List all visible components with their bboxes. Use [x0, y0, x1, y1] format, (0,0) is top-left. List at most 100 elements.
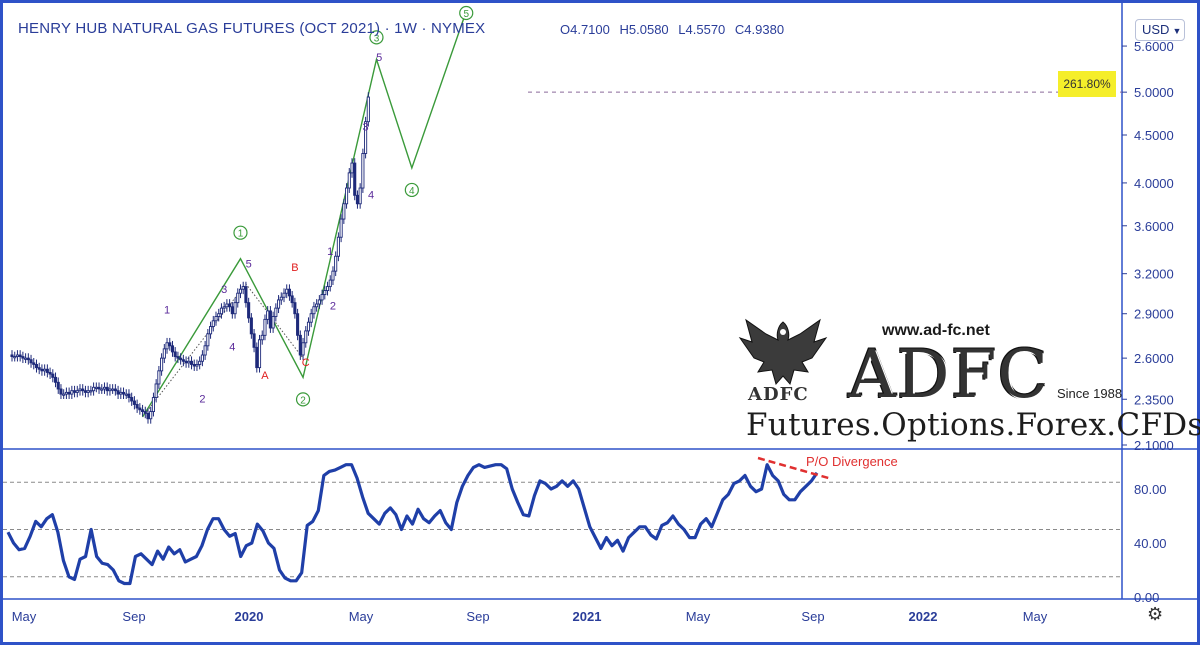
- oscillator-tick-label: 80.00: [1134, 482, 1167, 497]
- wave-circle-marker: [459, 5, 474, 21]
- candle-body: [189, 360, 194, 365]
- candle: [320, 289, 324, 305]
- price-tick-label: 4.5000: [1134, 128, 1174, 143]
- axis-layer: 2.1000 2.3500 2.6000 2.9000 3.2000 3.6000 4.00…: [12, 39, 1174, 624]
- candle: [149, 406, 153, 424]
- candle: [366, 92, 370, 127]
- candle: [228, 299, 232, 312]
- candle: [26, 353, 30, 365]
- candle-body: [121, 391, 126, 395]
- candle: [184, 356, 188, 368]
- candle: [157, 365, 161, 389]
- candle-body: [86, 390, 90, 393]
- currency-label: USD: [1142, 22, 1170, 37]
- ohlc-high: H5.0580: [619, 22, 669, 37]
- wave-corrective-label: B: [291, 262, 298, 274]
- grid-layer: [3, 3, 1197, 600]
- candle-body: [116, 390, 120, 395]
- candle: [317, 295, 321, 309]
- gear-icon[interactable]: ⚙: [1147, 604, 1164, 624]
- candle-body: [187, 360, 191, 364]
- candle-body: [195, 363, 199, 367]
- candle-body: [266, 310, 270, 320]
- candle: [116, 385, 120, 400]
- candle-body: [203, 345, 207, 356]
- candle-body: [192, 363, 196, 367]
- candle: [146, 408, 150, 424]
- candle-body: [141, 409, 145, 413]
- candle-body: [320, 294, 324, 301]
- ohlc-low: L4.5570: [678, 22, 726, 37]
- time-tick-label: Sep: [801, 609, 824, 624]
- candle: [331, 266, 335, 285]
- candle: [73, 385, 77, 398]
- wave-corrective-label: C: [302, 357, 310, 369]
- candle: [15, 350, 19, 362]
- candle: [21, 351, 25, 364]
- candle-body: [282, 292, 286, 298]
- candle-body: [160, 357, 164, 372]
- candle: [293, 297, 297, 319]
- candle-body: [230, 306, 234, 315]
- oscillator-tick-label: 0.00: [1134, 590, 1159, 605]
- candle-body: [290, 295, 294, 304]
- candle-body: [40, 368, 44, 372]
- candle-body: [48, 372, 52, 375]
- candle-body: [149, 411, 153, 420]
- candle-body: [345, 187, 349, 205]
- candle: [92, 382, 96, 396]
- wave-major-label: 5: [463, 9, 469, 20]
- candle: [108, 384, 112, 396]
- candle-body: [176, 356, 180, 359]
- candle: [238, 284, 243, 299]
- wave-minor-label: 4: [229, 341, 235, 353]
- candle: [94, 382, 98, 393]
- candle-body: [37, 367, 41, 370]
- candle: [328, 275, 332, 292]
- candle-body: [34, 363, 39, 369]
- candle-body: [257, 339, 262, 369]
- candle: [364, 116, 368, 159]
- candle: [130, 392, 134, 406]
- wave-major-label: 4: [409, 186, 415, 197]
- candle-body: [67, 391, 71, 395]
- candle: [189, 356, 194, 370]
- wave-major-label: 3: [374, 33, 380, 44]
- time-tick-label: Sep: [122, 609, 145, 624]
- price-tick-label: 2.1000: [1134, 438, 1174, 453]
- candle: [86, 385, 90, 398]
- candle-body: [151, 397, 155, 413]
- candle: [277, 295, 281, 314]
- candle-body: [211, 320, 215, 327]
- candle: [203, 340, 207, 360]
- candle: [268, 306, 272, 333]
- wave-minor-label: 3: [221, 284, 227, 296]
- candle-body: [157, 370, 161, 385]
- candle: [325, 281, 330, 296]
- time-tick-label: Sep: [466, 609, 489, 624]
- candle: [255, 342, 259, 373]
- candle: [179, 353, 183, 365]
- candle-body: [62, 393, 66, 396]
- candle: [287, 284, 291, 301]
- candle: [34, 359, 39, 373]
- candle-body: [323, 290, 327, 295]
- candle: [173, 347, 177, 362]
- candle: [170, 340, 175, 357]
- candle-body: [124, 393, 128, 396]
- wave-minor-label: 1: [327, 246, 333, 258]
- currency-selector[interactable]: USD ▼: [1135, 19, 1185, 41]
- candle-body: [105, 386, 109, 392]
- candle: [271, 311, 275, 333]
- time-tick-label: 2022: [909, 609, 938, 624]
- candle-body: [222, 306, 226, 309]
- candle-body: [184, 360, 188, 364]
- candle-body: [21, 356, 25, 359]
- candle-body: [170, 345, 175, 353]
- candle: [43, 364, 47, 376]
- oscillator-layer: P/O Divergence: [6, 454, 898, 586]
- candle: [168, 337, 172, 351]
- time-tick-label: May: [349, 609, 374, 624]
- candle: [236, 288, 240, 308]
